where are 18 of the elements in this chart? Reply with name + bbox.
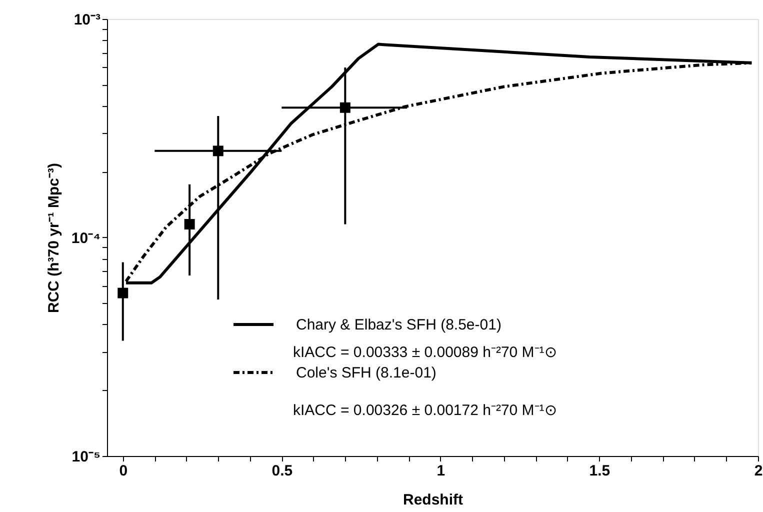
x-tick-label: 1 — [436, 462, 446, 480]
x-tick-label: 1.5 — [589, 462, 610, 480]
point — [340, 102, 350, 113]
x-tick-label: 2 — [754, 462, 763, 480]
y-tick-label: 10⁻⁵ — [72, 448, 100, 466]
annotation: kIACC = 0.00333 ± 0.00089 h⁻²70 M⁻¹⊙ — [293, 344, 558, 361]
y-axis-title: RCC (h³70 yr⁻¹ Mpc⁻³) — [45, 162, 62, 314]
x-axis-title: Redshift — [403, 492, 464, 508]
annotation: kIACC = 0.00326 ± 0.00172 h⁻²70 M⁻¹⊙ — [293, 402, 558, 419]
legend-label: Chary & Elbaz's SFH (8.5e-01) — [296, 316, 502, 334]
point — [118, 288, 128, 298]
y-tick-label: 10⁻³ — [74, 12, 100, 28]
point — [212, 146, 224, 156]
legend-label: Cole's SFH (8.1e-01) — [296, 364, 436, 382]
point — [184, 218, 195, 230]
y-tick-label: 10⁻⁴ — [71, 230, 100, 247]
x-tick-label: 0.5 — [272, 462, 293, 480]
x-tick-label: 0 — [119, 462, 128, 480]
